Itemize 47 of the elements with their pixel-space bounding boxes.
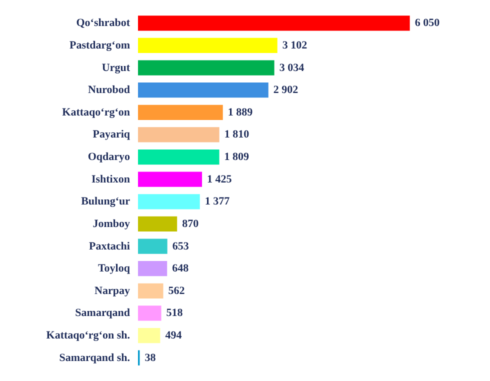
y-tick-label: Kattaqo‘rg‘on sh.: [46, 330, 130, 342]
bar: [138, 283, 164, 298]
y-tick-label: Urgut: [102, 62, 130, 74]
bar: [138, 172, 202, 187]
bar: [138, 328, 160, 344]
data-label: 1 425: [207, 173, 232, 186]
data-label: 648: [172, 262, 190, 275]
bar: [138, 60, 274, 76]
bar: [138, 261, 168, 276]
data-label: 518: [166, 307, 184, 320]
bar: [138, 149, 220, 165]
data-label: 6 050: [414, 17, 440, 30]
y-tick-label: Bulung‘ur: [81, 196, 130, 208]
data-label: 1 377: [204, 196, 230, 208]
data-label: 3 102: [282, 39, 308, 52]
data-label: 562: [168, 284, 186, 297]
y-tick-label: Kattaqo‘rg‘on: [62, 106, 130, 118]
data-label: 2 902: [273, 84, 299, 96]
data-label: 1 810: [224, 128, 250, 141]
data-label: 1 809: [224, 151, 250, 164]
bar: [138, 82, 268, 98]
data-label: 3 034: [279, 62, 305, 74]
y-tick-label: Samarqand sh.: [59, 352, 130, 364]
data-label: 653: [172, 240, 190, 252]
bar: [138, 127, 220, 142]
bar: [138, 306, 162, 321]
data-label: 1 889: [228, 106, 254, 118]
y-tick-label: Paxtachi: [89, 240, 130, 252]
y-tick-label: Jomboy: [92, 218, 130, 230]
bar: [138, 216, 178, 232]
data-label: 38: [144, 352, 156, 364]
data-label: 870: [182, 218, 200, 230]
bar: [138, 16, 410, 31]
bar: [138, 194, 200, 210]
y-tick-label: Oqdaryo: [88, 151, 130, 164]
y-tick-label: Samarqand: [75, 307, 130, 320]
y-tick-label: Pastdarg‘om: [70, 39, 130, 52]
y-tick-label: Ishtixon: [91, 173, 130, 186]
y-tick-label: Toyloq: [98, 262, 131, 275]
bar: [138, 38, 278, 54]
y-tick-label: Nurobod: [88, 84, 130, 96]
bar: [138, 238, 168, 254]
bar: [138, 104, 223, 120]
data-label: 494: [165, 330, 182, 342]
y-tick-label: Payariq: [92, 128, 131, 141]
y-tick-label: Qo‘shrabot: [76, 17, 130, 30]
y-tick-label: Narpay: [94, 284, 130, 297]
